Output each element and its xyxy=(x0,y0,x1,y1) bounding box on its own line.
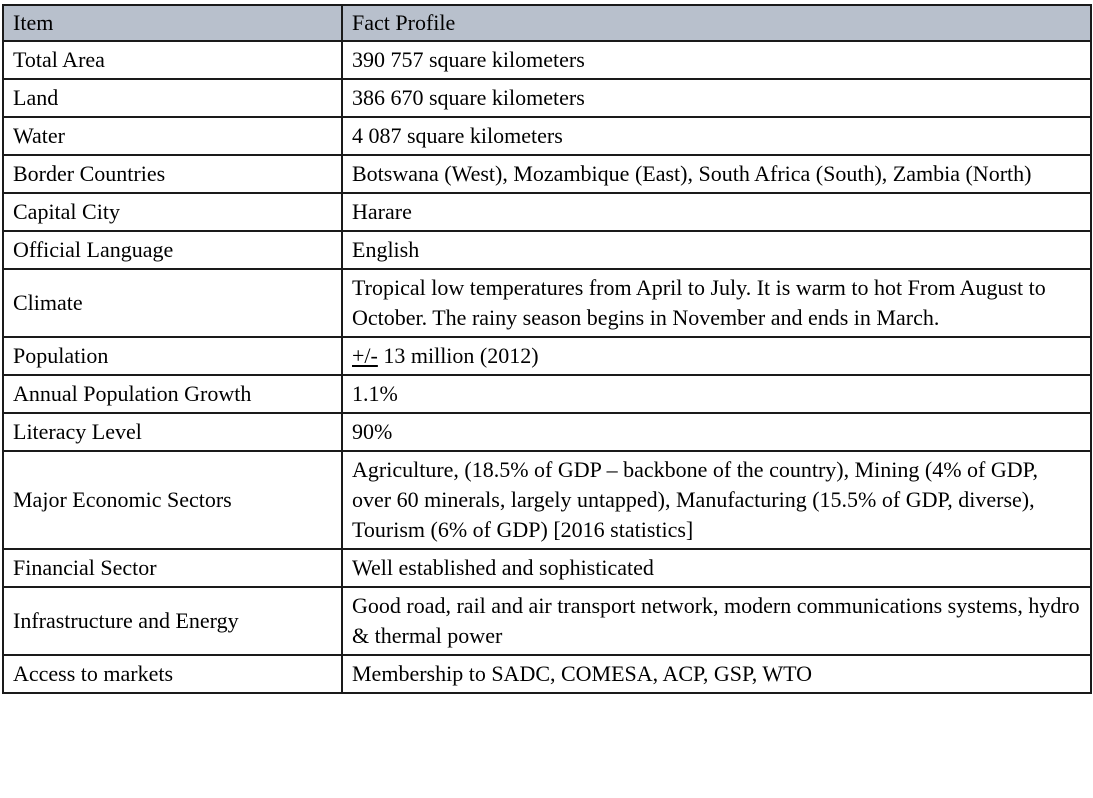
table-row: Land 386 670 square kilometers xyxy=(2,78,1092,118)
row-fact-value: Well established and sophisticated xyxy=(341,548,1092,588)
row-fact-value: Good road, rail and air transport networ… xyxy=(341,586,1092,656)
population-value: 13 million (2012) xyxy=(377,343,539,368)
table-row: Major Economic Sectors Agriculture, (18.… xyxy=(2,450,1092,550)
row-item-label: Infrastructure and Energy xyxy=(2,586,343,656)
row-fact-value: Agriculture, (18.5% of GDP – backbone of… xyxy=(341,450,1092,550)
row-fact-value: Harare xyxy=(341,192,1092,232)
table-row: Annual Population Growth 1.1% xyxy=(2,374,1092,414)
header-fact-profile: Fact Profile xyxy=(341,4,1092,42)
table-row: Border Countries Botswana (West), Mozamb… xyxy=(2,154,1092,194)
row-item-label: Water xyxy=(2,116,343,156)
row-item-label: Total Area xyxy=(2,40,343,80)
row-fact-value: Membership to SADC, COMESA, ACP, GSP, WT… xyxy=(341,654,1092,694)
table-header: Item Fact Profile xyxy=(2,4,1092,42)
row-item-label: Major Economic Sectors xyxy=(2,450,343,550)
row-item-label: Annual Population Growth xyxy=(2,374,343,414)
plus-minus-prefix: +/- xyxy=(352,343,378,368)
table-row: Infrastructure and Energy Good road, rai… xyxy=(2,586,1092,656)
row-item-label: Population xyxy=(2,336,343,376)
row-fact-value: 1.1% xyxy=(341,374,1092,414)
header-row: Item Fact Profile xyxy=(2,4,1092,42)
row-item-label: Financial Sector xyxy=(2,548,343,588)
row-fact-value: Botswana (West), Mozambique (East), Sout… xyxy=(341,154,1092,194)
row-fact-value: 90% xyxy=(341,412,1092,452)
table-row: Total Area 390 757 square kilometers xyxy=(2,40,1092,80)
row-fact-value: 386 670 square kilometers xyxy=(341,78,1092,118)
row-item-label: Border Countries xyxy=(2,154,343,194)
table-body: Total Area 390 757 square kilometers Lan… xyxy=(2,40,1092,694)
table-row: Population +/- 13 million (2012) xyxy=(2,336,1092,376)
table-row: Literacy Level 90% xyxy=(2,412,1092,452)
row-item-label: Land xyxy=(2,78,343,118)
row-item-label: Literacy Level xyxy=(2,412,343,452)
table-row: Access to markets Membership to SADC, CO… xyxy=(2,654,1092,694)
row-item-label: Climate xyxy=(2,268,343,338)
header-item: Item xyxy=(2,4,343,42)
row-fact-value: Tropical low temperatures from April to … xyxy=(341,268,1092,338)
row-fact-value: +/- 13 million (2012) xyxy=(341,336,1092,376)
row-item-label: Capital City xyxy=(2,192,343,232)
row-item-label: Official Language xyxy=(2,230,343,270)
table-row: Official Language English xyxy=(2,230,1092,270)
row-item-label: Access to markets xyxy=(2,654,343,694)
country-fact-profile-table: Item Fact Profile Total Area 390 757 squ… xyxy=(2,4,1092,694)
row-fact-value: 390 757 square kilometers xyxy=(341,40,1092,80)
table-row: Water 4 087 square kilometers xyxy=(2,116,1092,156)
row-fact-value: English xyxy=(341,230,1092,270)
table-row: Climate Tropical low temperatures from A… xyxy=(2,268,1092,338)
table-row: Capital City Harare xyxy=(2,192,1092,232)
row-fact-value: 4 087 square kilometers xyxy=(341,116,1092,156)
table-row: Financial Sector Well established and so… xyxy=(2,548,1092,588)
